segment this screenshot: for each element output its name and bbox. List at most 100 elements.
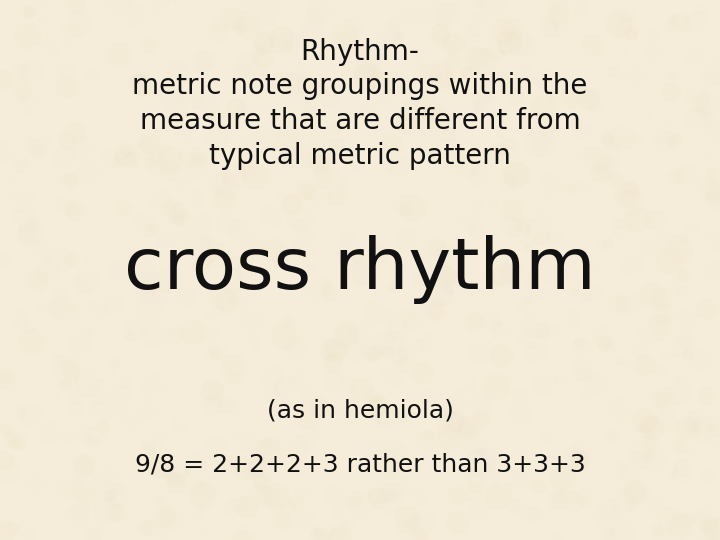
Point xyxy=(207,389,218,397)
Point xyxy=(444,434,455,442)
Point xyxy=(275,35,287,43)
Point xyxy=(495,327,507,335)
Point xyxy=(297,67,309,76)
Point xyxy=(624,468,636,476)
Point xyxy=(282,41,293,50)
Point xyxy=(541,76,553,84)
Point xyxy=(475,457,487,465)
Point xyxy=(145,200,156,208)
Point xyxy=(94,407,105,415)
Point xyxy=(625,501,636,510)
Point xyxy=(344,64,356,73)
Point xyxy=(228,360,240,369)
Point xyxy=(470,53,482,62)
Point xyxy=(184,152,196,161)
Point xyxy=(114,404,125,413)
Point xyxy=(494,269,505,278)
Point xyxy=(120,150,131,159)
Point xyxy=(255,492,266,501)
Point xyxy=(143,278,154,287)
Point xyxy=(545,454,557,462)
Point xyxy=(61,308,73,317)
Point xyxy=(189,194,201,202)
Point xyxy=(383,497,395,505)
Point xyxy=(287,79,298,88)
Point xyxy=(196,262,207,271)
Point xyxy=(369,307,380,316)
Point xyxy=(662,349,674,357)
Point xyxy=(603,530,615,538)
Point xyxy=(633,456,644,465)
Point xyxy=(564,185,576,193)
Point xyxy=(618,527,629,536)
Point xyxy=(13,66,24,75)
Point xyxy=(319,528,330,536)
Point xyxy=(24,230,35,239)
Point xyxy=(296,462,307,471)
Point xyxy=(54,172,66,181)
Point xyxy=(467,32,478,40)
Point xyxy=(235,535,247,540)
Point xyxy=(26,336,37,345)
Point xyxy=(480,92,492,100)
Point xyxy=(166,511,177,520)
Point xyxy=(648,50,660,59)
Point xyxy=(649,215,661,224)
Point xyxy=(423,392,435,401)
Point xyxy=(510,170,521,179)
Point xyxy=(256,478,268,487)
Point xyxy=(711,234,720,243)
Point xyxy=(63,483,75,491)
Point xyxy=(424,137,436,146)
Point xyxy=(629,137,640,146)
Point xyxy=(595,157,607,165)
Point xyxy=(385,491,397,500)
Point xyxy=(71,391,82,400)
Point xyxy=(201,348,212,357)
Point xyxy=(711,432,720,441)
Point xyxy=(518,44,529,53)
Point xyxy=(143,39,154,48)
Point xyxy=(383,30,395,39)
Point xyxy=(209,445,220,454)
Point xyxy=(189,10,201,19)
Point xyxy=(451,491,462,500)
Point xyxy=(341,334,352,343)
Point xyxy=(51,199,63,208)
Point xyxy=(291,498,302,507)
Point xyxy=(538,213,549,221)
Point xyxy=(311,192,323,200)
Point xyxy=(25,226,37,234)
Point xyxy=(654,321,666,329)
Point xyxy=(86,168,97,177)
Point xyxy=(672,281,684,290)
Point xyxy=(505,266,517,275)
Point xyxy=(73,507,84,515)
Point xyxy=(361,109,373,118)
Point xyxy=(554,494,565,502)
Point xyxy=(194,530,205,538)
Point xyxy=(665,71,677,79)
Point xyxy=(401,120,413,129)
Point xyxy=(446,278,457,286)
Point xyxy=(241,22,253,30)
Point xyxy=(487,200,499,208)
Point xyxy=(135,79,147,87)
Point xyxy=(432,262,444,271)
Point xyxy=(676,462,688,470)
Point xyxy=(539,377,550,386)
Point xyxy=(17,163,29,171)
Point xyxy=(544,430,555,439)
Point xyxy=(421,436,433,445)
Point xyxy=(485,474,496,483)
Point xyxy=(502,178,513,186)
Point xyxy=(192,163,203,171)
Point xyxy=(594,168,606,177)
Point xyxy=(605,344,616,353)
Point xyxy=(218,194,230,203)
Point xyxy=(630,71,642,79)
Point xyxy=(460,69,472,77)
Point xyxy=(271,72,283,80)
Point xyxy=(637,430,649,438)
Point xyxy=(503,147,515,156)
